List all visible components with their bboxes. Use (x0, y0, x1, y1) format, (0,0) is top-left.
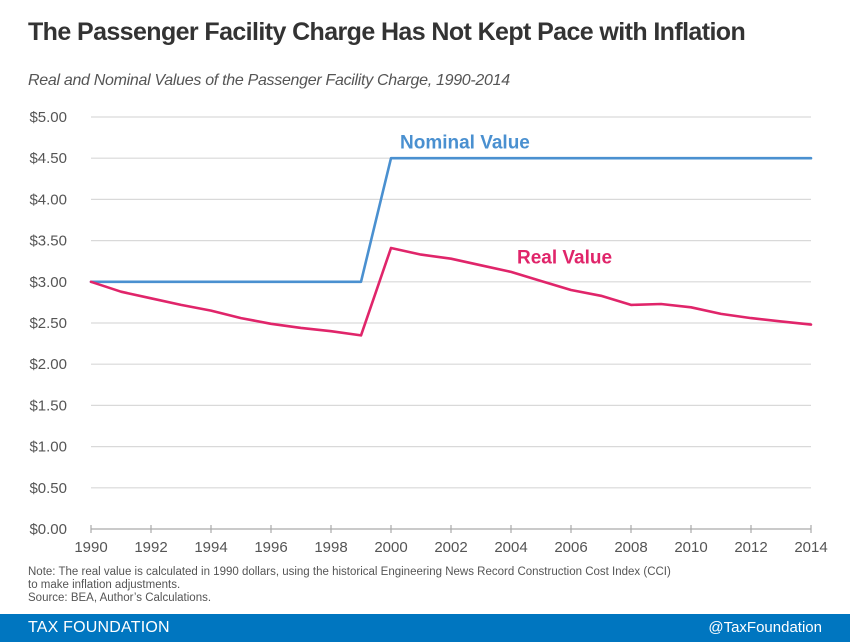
line-chart: $0.00 $0.50 $1.00 $1.50 $2.00 $2.50 $3.00 $3.50… (29, 109, 828, 556)
nominal-value-label: Nominal Value (400, 132, 530, 153)
note-line-1: Note: The real value is calculated in 19… (28, 566, 671, 578)
chart-title: The Passenger Facility Charge Has Not Ke… (28, 18, 746, 46)
x-tick-label: 2010 (674, 539, 707, 556)
brand-logo-text[interactable]: TAX FOUNDATION (28, 619, 170, 636)
y-tick-label: $2.50 (29, 315, 67, 332)
y-tick-label: $1.50 (29, 397, 67, 414)
y-tick-label: $4.50 (29, 150, 67, 167)
x-tick-label: 1998 (314, 539, 347, 556)
chart-subtitle: Real and Nominal Values of the Passenger… (28, 72, 510, 89)
y-tick-label: $1.00 (29, 439, 67, 456)
x-tick-label: 2000 (374, 539, 407, 556)
x-tick-label: 1990 (74, 539, 107, 556)
real-value-label: Real Value (517, 248, 612, 269)
series-lines (89, 156, 813, 337)
real-value-line (89, 246, 813, 337)
x-axis: 1990 1992 1994 1996 1998 2000 2002 2004 2006 2008… (74, 525, 828, 556)
x-tick-label: 1994 (194, 539, 227, 556)
twitter-handle-link[interactable]: @TaxFoundation (708, 619, 822, 636)
y-tick-label: $5.00 (29, 109, 67, 126)
y-axis: $0.00 $0.50 $1.00 $1.50 $2.00 $2.50 $3.00 $3.50… (29, 109, 67, 538)
series-labels: Nominal Value Real Value (400, 132, 612, 268)
y-tick-label: $3.50 (29, 233, 67, 250)
footer-bar: TAX FOUNDATION @TaxFoundation (0, 614, 850, 642)
y-tick-label: $0.50 (29, 480, 67, 497)
x-tick-label: 2006 (554, 539, 587, 556)
x-tick-label: 1992 (134, 539, 167, 556)
source-line: Source: BEA, Author’s Calculations. (28, 592, 212, 604)
x-tick-label: 2002 (434, 539, 467, 556)
note-line-2: to make inflation adjustments. (28, 579, 181, 591)
y-tick-label: $0.00 (29, 521, 67, 538)
nominal-value-line (89, 156, 813, 284)
y-tick-label: $2.00 (29, 356, 67, 373)
x-tick-label: 2004 (494, 539, 527, 556)
chart-note: Note: The real value is calculated in 19… (28, 566, 671, 605)
x-tick-label: 2014 (794, 539, 827, 556)
x-tick-label: 1996 (254, 539, 287, 556)
x-tick-label: 2008 (614, 539, 647, 556)
y-tick-label: $4.00 (29, 191, 67, 208)
y-tick-label: $3.00 (29, 274, 67, 291)
gridlines (91, 116, 811, 489)
x-tick-label: 2012 (734, 539, 767, 556)
